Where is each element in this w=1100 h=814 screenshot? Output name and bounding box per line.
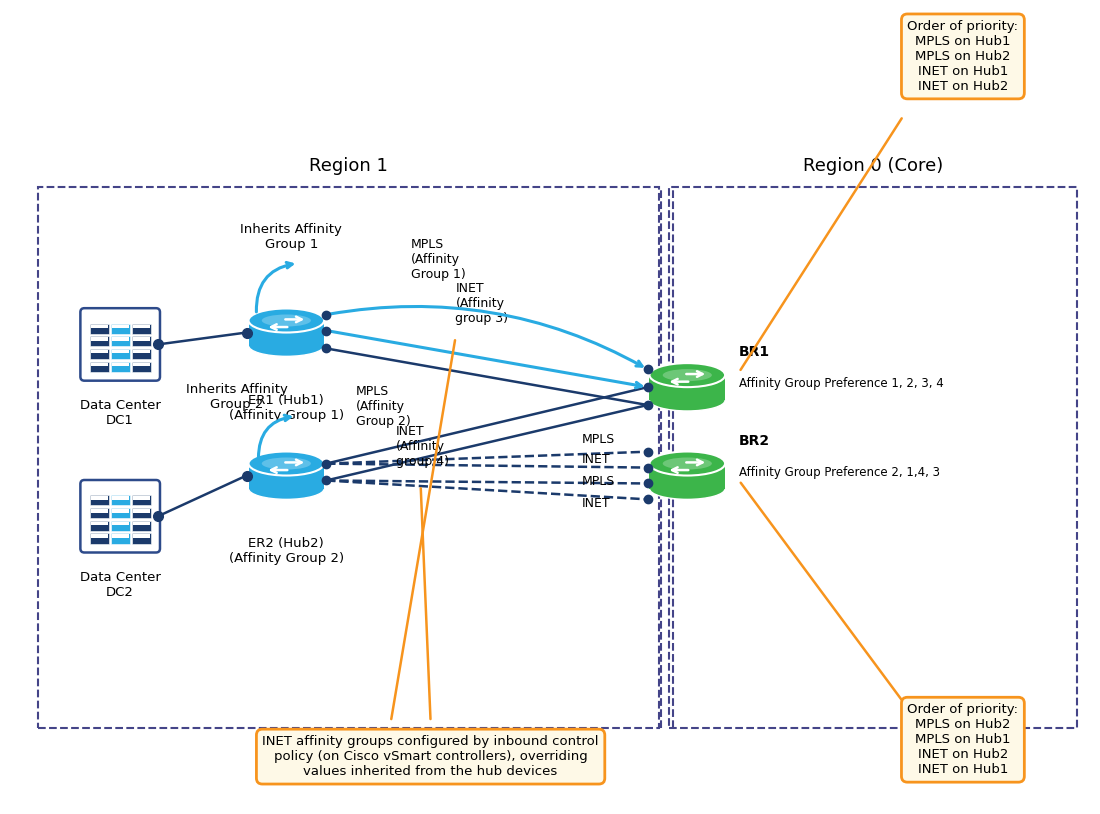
Ellipse shape [662,457,712,470]
Ellipse shape [249,309,324,332]
Text: INET
(Affinity
group 3): INET (Affinity group 3) [455,282,508,325]
Text: Data Center
DC1: Data Center DC1 [79,399,161,427]
Text: INET: INET [582,453,610,466]
Ellipse shape [649,363,725,387]
Ellipse shape [662,369,712,381]
Bar [670,186,1077,728]
Bar [111,508,130,519]
Bar [132,361,151,372]
Bar [112,362,129,366]
Bar [649,374,725,400]
Bar [132,496,151,505]
Bar [90,336,109,346]
Ellipse shape [249,452,324,475]
Ellipse shape [649,478,725,499]
Bar [91,535,108,538]
Text: Region 0 (Core): Region 0 (Core) [803,156,944,174]
Text: Data Center
DC2: Data Center DC2 [79,571,161,599]
Text: Order of priority:
MPLS on Hub2
MPLS on Hub1
INET on Hub2
INET on Hub1: Order of priority: MPLS on Hub2 MPLS on … [908,703,1019,777]
Text: MPLS
(Affinity
Group 1): MPLS (Affinity Group 1) [410,238,465,281]
Bar [111,349,130,359]
FancyBboxPatch shape [80,309,160,381]
Bar [132,533,151,544]
Bar [90,533,109,544]
Bar [132,349,151,359]
Bar [649,462,725,488]
Bar [91,325,108,328]
Bar [132,336,151,346]
Bar [132,521,151,531]
Text: Affinity Group Preference 1, 2, 3, 4: Affinity Group Preference 1, 2, 3, 4 [739,377,944,390]
FancyBboxPatch shape [80,480,160,553]
Bar [91,522,108,525]
Bar [132,323,151,334]
Bar [112,337,129,341]
Text: Region 1: Region 1 [309,156,388,174]
Text: INET: INET [582,497,610,510]
Bar [112,535,129,538]
Bar [91,350,108,353]
Bar [111,361,130,372]
Bar [133,350,150,353]
Bar [133,522,150,525]
Bar [90,508,109,519]
Bar [91,509,108,513]
Bar [249,462,324,488]
Bar [111,323,130,334]
Bar [112,522,129,525]
Bar [91,497,108,500]
Bar [133,497,150,500]
Bar [249,319,324,346]
Bar [112,497,129,500]
Text: MPLS
(Affinity
Group 2): MPLS (Affinity Group 2) [356,385,410,428]
Ellipse shape [262,314,311,326]
Bar [90,361,109,372]
Bar [133,337,150,341]
Text: BR1: BR1 [739,345,770,359]
Text: ER1 (Hub1)
(Affinity Group 1): ER1 (Hub1) (Affinity Group 1) [229,394,344,422]
Bar [112,509,129,513]
Bar [111,533,130,544]
Bar [133,535,150,538]
Text: Inherits Affinity
Group 1: Inherits Affinity Group 1 [241,223,342,251]
Bar [133,325,150,328]
Bar [111,521,130,531]
Text: Order of priority:
MPLS on Hub1
MPLS on Hub2
INET on Hub1
INET on Hub2: Order of priority: MPLS on Hub1 MPLS on … [908,20,1019,93]
Bar [90,323,109,334]
Text: ER2 (Hub2)
(Affinity Group 2): ER2 (Hub2) (Affinity Group 2) [229,537,344,565]
Bar [37,186,659,728]
Bar [111,496,130,505]
Bar [112,325,129,328]
Bar [133,362,150,366]
Text: MPLS: MPLS [582,475,615,488]
Bar [90,349,109,359]
Text: Inherits Affinity
Group 2: Inherits Affinity Group 2 [186,383,287,411]
Text: BR2: BR2 [739,434,770,448]
Bar [90,521,109,531]
Ellipse shape [649,390,725,411]
Ellipse shape [649,452,725,475]
Text: INET affinity groups configured by inbound control
policy (on Cisco vSmart contr: INET affinity groups configured by inbou… [263,735,598,778]
Bar [112,350,129,353]
Bar [91,337,108,341]
Bar [111,336,130,346]
Text: MPLS: MPLS [582,433,615,446]
Text: INET
(Affinity
group 4): INET (Affinity group 4) [396,425,449,467]
Ellipse shape [262,457,311,470]
Ellipse shape [249,335,324,357]
Bar [90,496,109,505]
Bar [91,362,108,366]
Bar [133,509,150,513]
Ellipse shape [249,478,324,499]
Bar [132,508,151,519]
Text: Affinity Group Preference 2, 1,4, 3: Affinity Group Preference 2, 1,4, 3 [739,466,940,479]
